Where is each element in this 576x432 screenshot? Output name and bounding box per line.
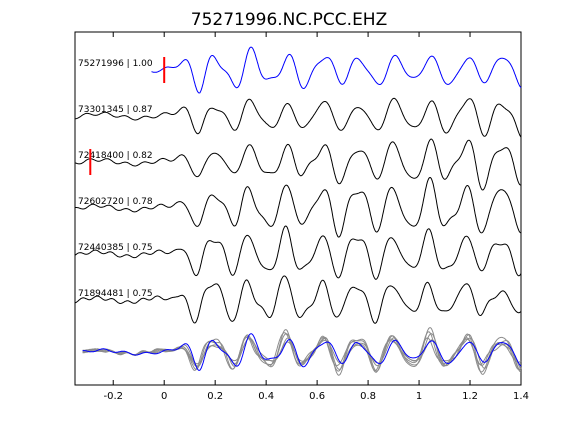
trace-label-72440385: 72440385 | 0.75 [78, 243, 153, 253]
x-tick-label: 0 [161, 391, 167, 402]
pick-markers [89, 57, 166, 175]
x-tick-label: 0.4 [258, 391, 274, 402]
trace-line-73301345 [75, 97, 522, 138]
trace-label-73301345: 73301345 | 0.87 [78, 105, 153, 115]
trace-line-72602720 [74, 176, 522, 238]
trace-label-71894481: 71894481 | 0.75 [78, 289, 153, 299]
x-axis: -0.2 0 0.2 0.4 0.6 0.8 1 1.2 1.4 [103, 32, 529, 402]
x-tick-label: 0.6 [309, 391, 325, 402]
stack-line-71894481 [82, 332, 522, 372]
chart-title: 75271996.NC.PCC.EHZ [191, 10, 388, 30]
trace-line-71894481 [74, 275, 522, 324]
stacked-overlay [82, 327, 522, 376]
stack-line-72440385 [82, 329, 522, 373]
trace-line-72440385 [74, 225, 522, 280]
x-tick-label: 1.4 [513, 391, 529, 402]
x-tick-label: 0.2 [207, 391, 223, 402]
x-tick-label: 0.8 [360, 391, 376, 402]
stack-line-75271996 [82, 333, 522, 371]
x-tick-label: 1.2 [462, 391, 478, 402]
x-tick-label: -0.2 [103, 391, 123, 402]
x-tick-label: 1 [416, 391, 422, 402]
stack-line-73301345 [82, 337, 522, 370]
trace-label-75271996: 75271996 | 1.00 [78, 59, 153, 69]
plot-frame [74, 31, 522, 386]
trace-label-72418400: 72418400 | 0.82 [78, 151, 153, 161]
trace-line-72418400 [74, 138, 521, 191]
trace-line-75271996 [151, 46, 522, 94]
traces-layer: 75271996 | 1.00 73301345 | 0.87 72418400 |… [74, 46, 522, 324]
trace-label-72602720: 72602720 | 0.78 [78, 197, 153, 207]
